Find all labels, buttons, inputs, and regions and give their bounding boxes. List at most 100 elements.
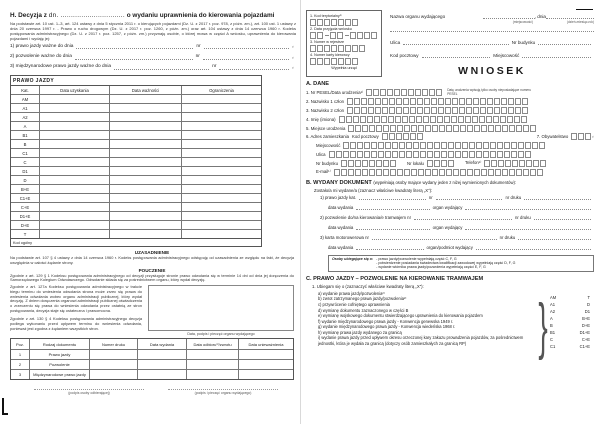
category-right[interactable]: D1	[584, 308, 590, 314]
data-waznosci-cell[interactable]	[109, 221, 181, 230]
data-odbioru-cell[interactable]	[186, 370, 238, 380]
data-uzyskania-cell[interactable]	[39, 203, 109, 212]
ograniczenia-cell[interactable]	[181, 149, 261, 158]
miejscowosc-blank[interactable]	[522, 54, 591, 58]
number-fill-blank[interactable]	[202, 56, 290, 60]
telefon-cells[interactable]	[484, 159, 547, 167]
decision-date-blank[interactable]: dn. ...............................	[48, 12, 125, 19]
ograniczenia-cell[interactable]	[181, 158, 261, 167]
pesel-cells[interactable]	[366, 89, 443, 97]
organ-blank[interactable]	[465, 206, 591, 210]
data-waznosci-cell[interactable]	[109, 185, 181, 194]
field-cells[interactable]	[348, 124, 537, 132]
category-right[interactable]: D1+E	[579, 329, 590, 335]
ograniczenia-cell[interactable]	[181, 95, 261, 104]
category-left[interactable]: B	[550, 322, 553, 328]
data-waznosci-cell[interactable]	[109, 95, 181, 104]
data-uniewaznienia-cell[interactable]	[238, 360, 293, 370]
category-right[interactable]: C+E	[581, 336, 590, 342]
data-wydania-cell[interactable]	[137, 360, 186, 370]
application-option[interactable]: i) wydanie prawa jazdy przed upływem okr…	[318, 335, 524, 346]
nr-budynku-blank[interactable]	[538, 41, 591, 45]
application-option[interactable]: e) wymianę wojskowego dokumentu stwierdz…	[318, 313, 483, 319]
email-cells[interactable]	[333, 168, 544, 176]
data-uzyskania-cell[interactable]	[39, 221, 109, 230]
date-fill-blank[interactable]	[76, 45, 194, 50]
nr-druku-blank[interactable]	[533, 216, 591, 220]
application-option[interactable]: f) wydanie międzynarodowego prawa jazdy …	[318, 318, 454, 324]
data-uzyskania-cell[interactable]	[39, 140, 109, 149]
ograniczenia-cell[interactable]	[181, 131, 261, 140]
data-waznosci-cell[interactable]	[109, 113, 181, 122]
data-waznosci-cell[interactable]	[109, 203, 181, 212]
ograniczenia-cell[interactable]	[181, 122, 261, 131]
data-uzyskania-cell[interactable]	[39, 95, 109, 104]
data-waznosci-cell[interactable]	[109, 230, 181, 239]
category-right[interactable]: D+E	[581, 322, 590, 328]
data-uzyskania-cell[interactable]	[39, 212, 109, 221]
field-cells[interactable]	[346, 98, 529, 106]
date-fill-blank[interactable]	[74, 56, 193, 60]
nr-budynku-cells[interactable]	[340, 159, 397, 167]
data-wydania-blank[interactable]	[356, 246, 424, 250]
data-waznosci-cell[interactable]	[109, 194, 181, 203]
data-waznosci-cell[interactable]	[109, 212, 181, 221]
data-uzyskania-cell[interactable]	[39, 230, 109, 239]
category-left[interactable]: AM	[550, 294, 557, 300]
number-fill-blank[interactable]	[219, 66, 290, 70]
kat-blank[interactable]	[359, 196, 426, 200]
obywatelstwo-cells[interactable]	[571, 133, 592, 141]
ograniczenia-cell[interactable]	[181, 194, 261, 203]
ograniczenia-cell[interactable]	[181, 203, 261, 212]
place-blank[interactable]	[482, 15, 535, 19]
nr-blank[interactable]	[371, 236, 497, 240]
data-waznosci-cell[interactable]	[109, 140, 181, 149]
application-option[interactable]: g) wydanie międzynarodowego prawa jazdy …	[318, 324, 456, 330]
category-right[interactable]: B+E	[582, 315, 590, 321]
field-cells[interactable]	[343, 142, 546, 150]
signature-line[interactable]	[34, 386, 144, 391]
data-waznosci-cell[interactable]	[109, 131, 181, 140]
data-uzyskania-cell[interactable]	[39, 131, 109, 140]
application-option[interactable]: a) wydanie prawa jazdy/pozwolenia²⁾	[318, 290, 385, 296]
data-waznosci-cell[interactable]	[109, 167, 181, 176]
data-uzyskania-cell[interactable]	[39, 185, 109, 194]
data-uzyskania-cell[interactable]	[39, 194, 109, 203]
data-uniewaznienia-cell[interactable]	[238, 350, 293, 360]
data-uzyskania-cell[interactable]	[39, 113, 109, 122]
application-option[interactable]: b) zwrot zatrzymanego prawa jazdy/pozwol…	[318, 296, 407, 302]
data-waznosci-cell[interactable]	[109, 122, 181, 131]
organ-blank[interactable]	[465, 226, 591, 230]
data-waznosci-cell[interactable]	[109, 149, 181, 158]
ograniczenia-cell[interactable]	[181, 221, 261, 230]
data-waznosci-cell[interactable]	[109, 158, 181, 167]
data-uzyskania-cell[interactable]	[39, 149, 109, 158]
nr-druku-blank[interactable]	[518, 236, 591, 240]
nr-druku-blank[interactable]	[524, 196, 591, 200]
numer-druku-cell[interactable]	[89, 350, 137, 360]
application-option[interactable]: d) wymianę dokumentu zaznaczonego w częś…	[318, 307, 409, 313]
category-left[interactable]: A2	[550, 308, 556, 314]
category-left[interactable]: C	[550, 336, 553, 342]
data-uzyskania-cell[interactable]	[39, 176, 109, 185]
organ-blank[interactable]	[475, 246, 591, 250]
numer-druku-cell[interactable]	[89, 370, 137, 380]
org-name-blank[interactable]	[390, 26, 594, 32]
ograniczenia-cell[interactable]	[181, 212, 261, 221]
category-left[interactable]: A	[550, 315, 553, 321]
application-option[interactable]: c) przywrócenie cofniętego uprawnienia	[318, 302, 390, 307]
data-uzyskania-cell[interactable]	[39, 167, 109, 176]
ulica-blank[interactable]	[403, 41, 509, 45]
office-field-cells[interactable]	[310, 45, 378, 52]
office-field-cells[interactable]	[310, 19, 378, 26]
category-right[interactable]: C1+E	[579, 343, 590, 349]
ograniczenia-cell[interactable]	[181, 104, 261, 113]
ograniczenia-cell[interactable]	[181, 113, 261, 122]
nr-lokalu-cells[interactable]	[426, 159, 455, 167]
nr-blank[interactable]	[435, 196, 503, 200]
data-uniewaznienia-cell[interactable]	[238, 370, 293, 380]
ograniczenia-cell[interactable]	[181, 176, 261, 185]
number-fill-blank[interactable]	[203, 45, 290, 50]
application-option[interactable]: h) wymianę prawa jazdy wydanego za grani…	[318, 329, 402, 335]
category-right[interactable]: T	[587, 294, 590, 300]
